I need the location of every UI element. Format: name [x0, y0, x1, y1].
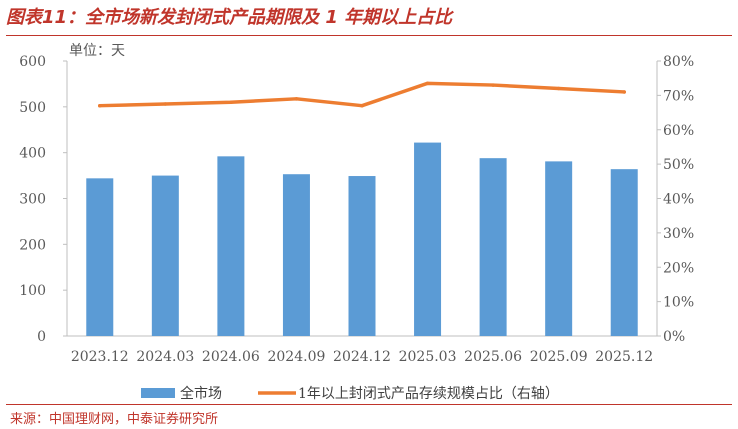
line-series [98, 81, 626, 108]
left-tick-label: 400 [19, 146, 46, 162]
left-tick-labels: 0 100 200 300 400 500 600 [19, 54, 67, 345]
bar-2024.09 [282, 174, 310, 336]
bar-2025.03 [414, 142, 442, 336]
source-divider [6, 404, 732, 405]
x-tick-label: 2025.12 [595, 349, 653, 365]
bar-2024.03 [151, 175, 179, 336]
legend-line-label: 1年以上封闭式产品存续规模占比（右轴） [298, 385, 559, 402]
x-tick-label: 2024.12 [333, 349, 391, 365]
right-tick-labels: 0% 10% 20% 30% 40% 50% 60% 70% 80% [657, 54, 694, 345]
line-point-2025.09 [556, 86, 561, 91]
left-tick-label: 200 [19, 237, 46, 253]
bar-series-group [86, 142, 638, 336]
legend-bar-label: 全市场 [180, 385, 222, 402]
line-series-group [98, 81, 626, 108]
x-tick-label: 2024.06 [202, 349, 260, 365]
bar-2024.12 [348, 176, 376, 336]
right-tick-label: 10% [663, 295, 694, 311]
left-tick-label: 300 [19, 192, 46, 208]
right-tick-label: 0% [663, 329, 685, 345]
legend-bar-swatch [141, 388, 175, 398]
bar-2023.12 [86, 178, 114, 336]
line-point-2024.12 [360, 103, 364, 108]
right-tick-label: 70% [663, 88, 694, 104]
legend: 全市场 1年以上封闭式产品存续规模占比（右轴） [141, 385, 559, 402]
bar-2024.06 [217, 156, 245, 336]
x-tick-label: 2025.03 [399, 349, 457, 365]
line-point-2025.06 [491, 83, 495, 87]
line-point-2024.06 [229, 100, 233, 104]
left-tick-label: 600 [19, 54, 46, 70]
title-divider [6, 35, 732, 36]
bar-2025.09 [545, 161, 573, 336]
x-tick-label: 2024.09 [267, 349, 325, 365]
left-tick-label: 500 [19, 100, 46, 116]
left-tick-label: 0 [37, 329, 46, 345]
line-point-2024.03 [163, 102, 168, 106]
right-tick-label: 40% [663, 192, 694, 208]
combo-chart: 0 100 200 300 400 500 600 0% 10% 20% 30% 40% 50% 60%… [19, 43, 694, 402]
x-tick-label: 2024.03 [136, 349, 194, 365]
right-tick-label: 80% [663, 54, 694, 70]
x-tick-label: 2025.09 [530, 349, 588, 365]
right-tick-label: 20% [663, 260, 694, 276]
source-note: 来源：中国理财网，中泰证券研究所 [10, 412, 219, 427]
x-tick-label: 2023.12 [71, 349, 129, 365]
figure-header: 图表11：全市场新发封闭式产品期限及 1 年期以上占比 [6, 4, 732, 36]
x-tick-labels: 2023.12 2024.03 2024.06 2024.09 2024.12 2025.… [71, 349, 653, 365]
left-tick-label: 100 [19, 283, 46, 299]
right-tick-label: 50% [663, 157, 694, 173]
bar-2025.06 [479, 158, 507, 336]
bar-2025.12 [610, 169, 638, 336]
line-point-2025.03 [425, 81, 430, 86]
figure-title: 图表11：全市场新发封闭式产品期限及 1 年期以上占比 [6, 7, 453, 28]
right-tick-label: 30% [663, 226, 694, 242]
line-point-2023.12 [98, 103, 102, 108]
line-point-2025.12 [622, 90, 626, 94]
x-tick-label: 2025.06 [464, 349, 522, 365]
line-point-2024.09 [294, 97, 299, 101]
right-tick-label: 60% [663, 123, 694, 139]
unit-label: 单位：天 [69, 43, 125, 59]
